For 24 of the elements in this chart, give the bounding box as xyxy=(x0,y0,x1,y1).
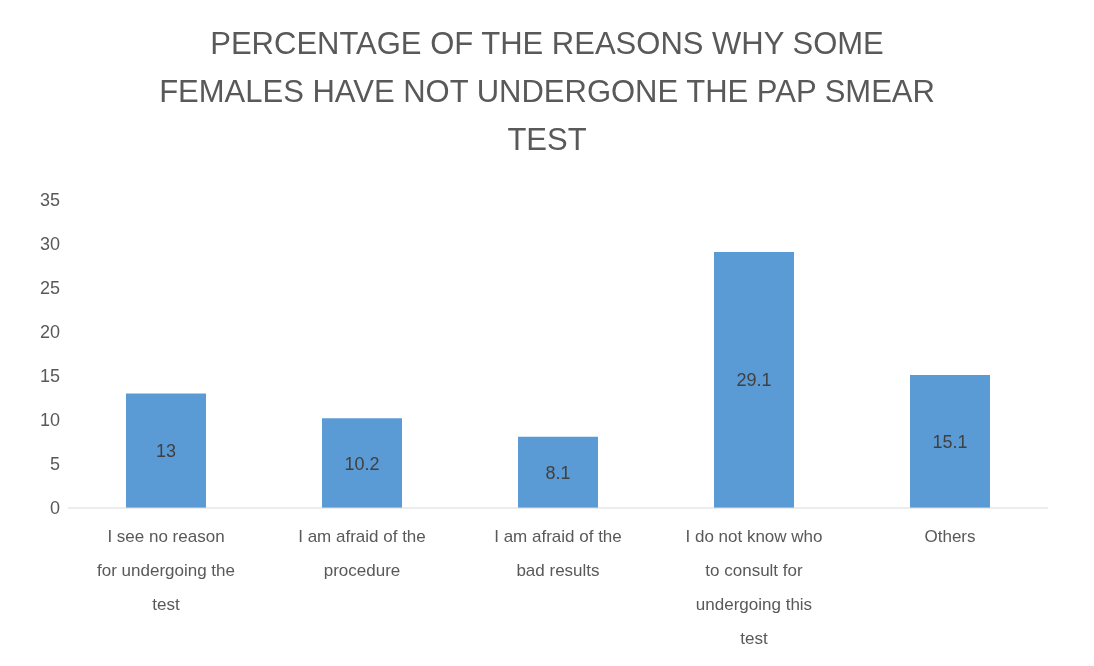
x-tick-label: I do not know who to consult for undergoing this test xyxy=(685,527,823,648)
chart-title: PERCENTAGE OF THE REASONS WHY SOME FEMALES HAVE NOT UNDERGONE THE PAP SMEAR TEST xyxy=(158,25,936,159)
data-label: 29.1 xyxy=(736,370,772,391)
y-tick-label: 15 xyxy=(39,366,60,387)
y-tick-label: 5 xyxy=(49,454,60,475)
bar xyxy=(518,436,598,508)
x-tick-label: I am afraid of the procedure xyxy=(298,527,426,580)
data-label: 13 xyxy=(155,441,177,462)
bar xyxy=(910,375,990,508)
bar xyxy=(126,393,206,508)
y-tick-label: 35 xyxy=(39,190,60,211)
bar xyxy=(714,251,794,508)
y-tick-label: 25 xyxy=(39,278,60,299)
y-tick-label: 0 xyxy=(49,498,60,519)
data-label: 10.2 xyxy=(344,453,380,474)
x-tick-label: Others xyxy=(924,527,976,546)
x-tick-label: I see no reason for undergoing the test xyxy=(97,527,235,614)
x-tick-label: I am afraid of the bad results xyxy=(494,527,622,580)
data-label: 15.1 xyxy=(932,431,968,452)
y-tick-label: 20 xyxy=(39,322,60,343)
y-tick-label: 30 xyxy=(39,234,60,255)
y-tick-label: 10 xyxy=(39,410,60,431)
bar xyxy=(322,418,402,508)
data-label: 8.1 xyxy=(545,462,571,483)
